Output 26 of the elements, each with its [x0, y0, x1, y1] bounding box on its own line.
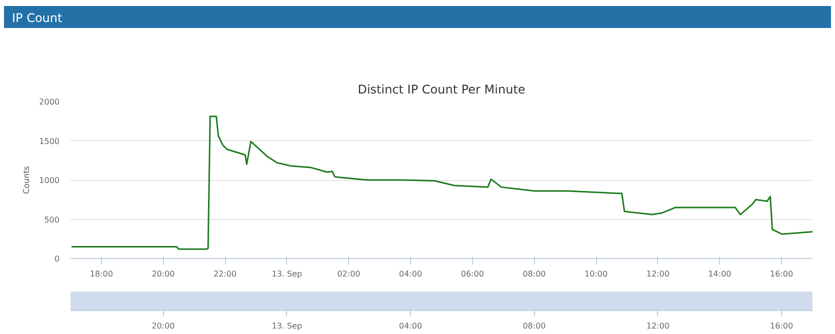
x2-tick-label: 20:00	[152, 322, 175, 330]
y-tick-label: 1500	[39, 136, 60, 146]
x-tick-label: 08:00	[522, 270, 546, 278]
y-tick-label: 500	[44, 215, 60, 224]
x-tick-label: 16:00	[770, 270, 794, 278]
y-tick-label: 2000	[39, 98, 60, 106]
text: IP Count	[12, 10, 62, 27]
x-tick-label: 13. Sep	[272, 270, 302, 278]
x-tick-label: 22:00	[214, 270, 237, 278]
y-tick-label: 1000	[39, 176, 60, 185]
x-tick-label: 14:00	[708, 270, 732, 278]
x-tick-label: 06:00	[460, 270, 484, 278]
x-tick-label: 20:00	[152, 270, 175, 278]
x-tick-label: 04:00	[399, 270, 422, 278]
x-tick-label: 10:00	[584, 270, 608, 278]
x2-tick-label: 16:00	[770, 322, 794, 330]
x2-tick-label: 04:00	[399, 322, 422, 330]
x2-tick-label: 08:00	[522, 322, 546, 330]
x-tick-label: 18:00	[90, 270, 113, 278]
x-tick-label: 12:00	[646, 270, 670, 278]
y-axis-title: Counts	[22, 166, 32, 194]
x2-tick-label: 12:00	[646, 322, 670, 330]
chart-title: Distinct IP Count Per Minute	[358, 82, 526, 96]
y-tick-label: 0	[54, 254, 60, 264]
x-tick-label: 02:00	[337, 270, 360, 278]
x2-tick-label: 13. Sep	[272, 322, 302, 330]
